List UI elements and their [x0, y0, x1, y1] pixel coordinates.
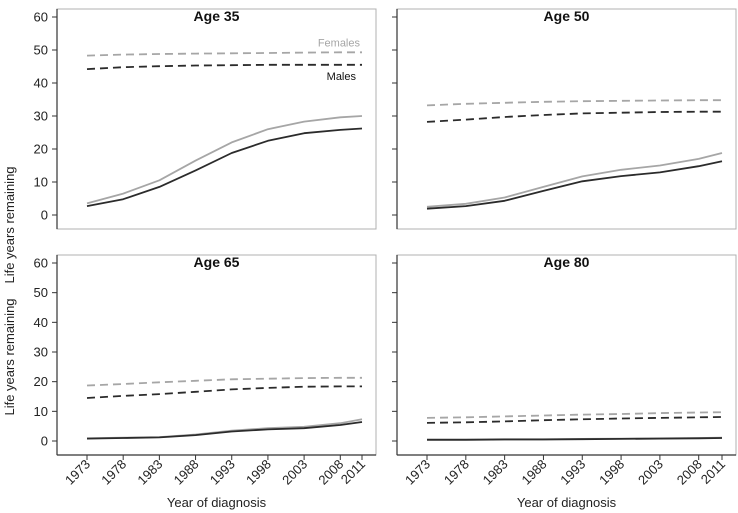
- legend-label-females: Females: [318, 37, 361, 49]
- x-tick-label: 2011: [698, 457, 728, 487]
- x-tick-label: 1973: [62, 457, 93, 488]
- x-tick-label: 1988: [171, 457, 202, 488]
- x-tick-label: 2008: [674, 457, 705, 488]
- y-tick-label: 40: [34, 76, 48, 91]
- series-line-males-solid: [427, 437, 723, 441]
- x-axis-label: Year of diagnosis: [167, 495, 267, 510]
- y-tick-label: 20: [34, 374, 48, 389]
- panel-title: Age 50: [544, 8, 590, 24]
- panel-frame: [396, 254, 737, 456]
- y-tick-label: 60: [34, 256, 48, 271]
- x-tick-label: 1983: [134, 457, 165, 488]
- series-line-males-solid: [86, 421, 363, 440]
- panel-title: Age 65: [194, 254, 240, 270]
- y-tick-label: 50: [34, 285, 48, 300]
- series-line-males-solid: [86, 127, 363, 207]
- y-axis-label-top: Life years remaining: [2, 166, 17, 283]
- x-tick-label: 1978: [98, 457, 129, 488]
- x-axis-label: Year of diagnosis: [517, 495, 617, 510]
- y-tick-label: 30: [34, 345, 48, 360]
- x-tick-label: 1993: [557, 457, 588, 488]
- legend-label-males: Males: [327, 71, 357, 83]
- x-tick-label: 2003: [635, 457, 666, 488]
- panel-title: Age 35: [194, 8, 240, 24]
- series-line-males-dashed: [86, 63, 362, 70]
- y-tick-label: 0: [41, 434, 48, 449]
- y-tick-label: 20: [34, 142, 48, 157]
- series-line-males-solid: [426, 160, 723, 210]
- y-tick-label: 40: [34, 315, 48, 330]
- x-tick-label: 1998: [596, 457, 627, 488]
- y-tick-label: 30: [34, 109, 48, 124]
- series-line-females-dashed: [86, 51, 362, 57]
- x-tick-label: 1988: [519, 457, 550, 488]
- x-tick-label: 1978: [441, 457, 472, 488]
- panel-title: Age 80: [544, 254, 590, 270]
- y-tick-label: 10: [34, 175, 48, 190]
- series-line-males-dashed: [86, 385, 362, 399]
- x-tick-label: 1973: [402, 457, 433, 488]
- y-axis-label-bottom: Life years remaining: [2, 298, 17, 415]
- y-tick-label: 50: [34, 43, 48, 58]
- panel-frame: [396, 8, 737, 230]
- x-tick-label: 2011: [338, 457, 368, 487]
- x-tick-label: 1993: [207, 457, 238, 488]
- x-tick-label: 1983: [480, 457, 511, 488]
- y-tick-label: 10: [34, 404, 48, 419]
- series-line-males-dashed: [426, 110, 722, 123]
- y-tick-label: 60: [34, 10, 48, 25]
- y-tick-label: 0: [41, 208, 48, 223]
- series-line-females-dashed: [426, 99, 722, 107]
- series-line-females-solid: [426, 152, 723, 208]
- series-line-females-solid: [86, 418, 363, 440]
- x-tick-label: 1998: [243, 457, 274, 488]
- x-tick-label: 2003: [279, 457, 310, 488]
- series-line-females-dashed: [86, 376, 362, 387]
- series-line-females-solid: [86, 115, 363, 205]
